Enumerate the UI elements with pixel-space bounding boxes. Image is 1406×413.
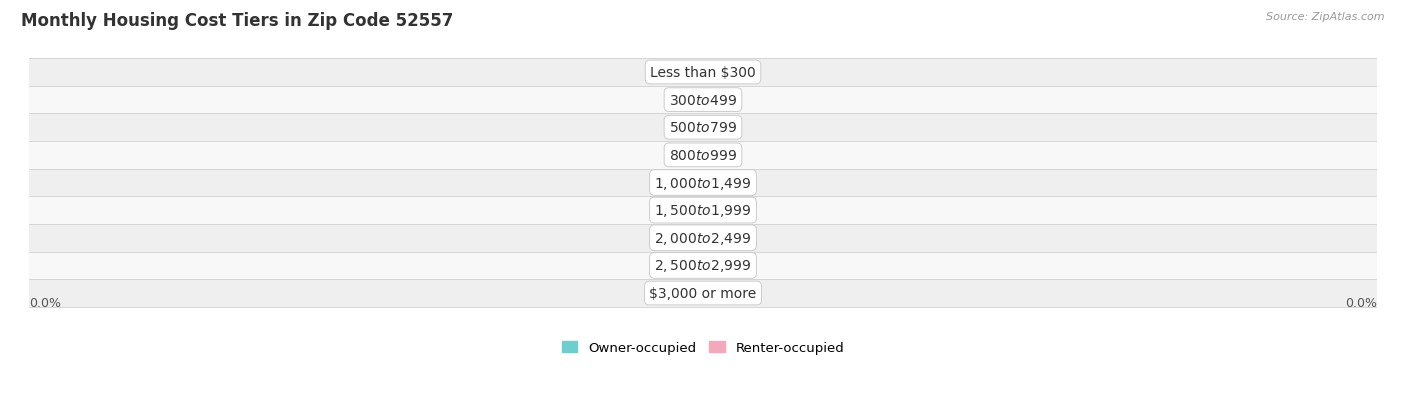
Text: $300 to $499: $300 to $499 [669,93,737,107]
Text: 0.0%: 0.0% [673,204,706,217]
Text: 0.0%: 0.0% [1346,297,1376,309]
Bar [676,64,703,81]
Text: 0.0%: 0.0% [673,66,706,79]
Text: $2,500 to $2,999: $2,500 to $2,999 [654,258,752,274]
Bar [676,285,703,302]
Text: $800 to $999: $800 to $999 [669,149,737,162]
Text: 0.0%: 0.0% [700,177,733,190]
Bar [30,280,1376,307]
Text: $2,000 to $2,499: $2,000 to $2,499 [654,230,752,246]
Text: 0.0%: 0.0% [700,66,733,79]
Text: $500 to $799: $500 to $799 [669,121,737,135]
Bar [30,252,1376,280]
Bar [676,202,703,219]
Bar [703,257,730,274]
Text: Source: ZipAtlas.com: Source: ZipAtlas.com [1267,12,1385,22]
Text: 0.0%: 0.0% [700,94,733,107]
Text: 0.0%: 0.0% [673,121,706,134]
Bar [30,169,1376,197]
Text: 0.0%: 0.0% [700,259,733,272]
Text: 0.0%: 0.0% [700,287,733,300]
Bar [676,147,703,164]
Bar [703,119,730,136]
Text: 0.0%: 0.0% [700,232,733,244]
Bar [703,202,730,219]
Text: 0.0%: 0.0% [673,232,706,244]
Text: 0.0%: 0.0% [673,259,706,272]
Text: 0.0%: 0.0% [673,287,706,300]
Bar [676,257,703,274]
Bar [703,64,730,81]
Bar [703,230,730,247]
Bar [30,114,1376,142]
Legend: Owner-occupied, Renter-occupied: Owner-occupied, Renter-occupied [557,335,849,359]
Bar [676,175,703,192]
Text: 0.0%: 0.0% [700,149,733,162]
Bar [703,92,730,109]
Text: $1,500 to $1,999: $1,500 to $1,999 [654,203,752,218]
Bar [30,87,1376,114]
Bar [676,119,703,136]
Bar [30,142,1376,169]
Bar [676,230,703,247]
Bar [703,147,730,164]
Text: 0.0%: 0.0% [30,297,60,309]
Text: $3,000 or more: $3,000 or more [650,286,756,300]
Text: $1,000 to $1,499: $1,000 to $1,499 [654,175,752,191]
Bar [703,175,730,192]
Text: 0.0%: 0.0% [673,94,706,107]
Text: Less than $300: Less than $300 [650,66,756,80]
Bar [703,285,730,302]
Text: 0.0%: 0.0% [700,204,733,217]
Text: Monthly Housing Cost Tiers in Zip Code 52557: Monthly Housing Cost Tiers in Zip Code 5… [21,12,454,30]
Bar [30,224,1376,252]
Text: 0.0%: 0.0% [700,121,733,134]
Text: 0.0%: 0.0% [673,177,706,190]
Bar [676,92,703,109]
Bar [30,59,1376,87]
Text: 0.0%: 0.0% [673,149,706,162]
Bar [30,197,1376,224]
